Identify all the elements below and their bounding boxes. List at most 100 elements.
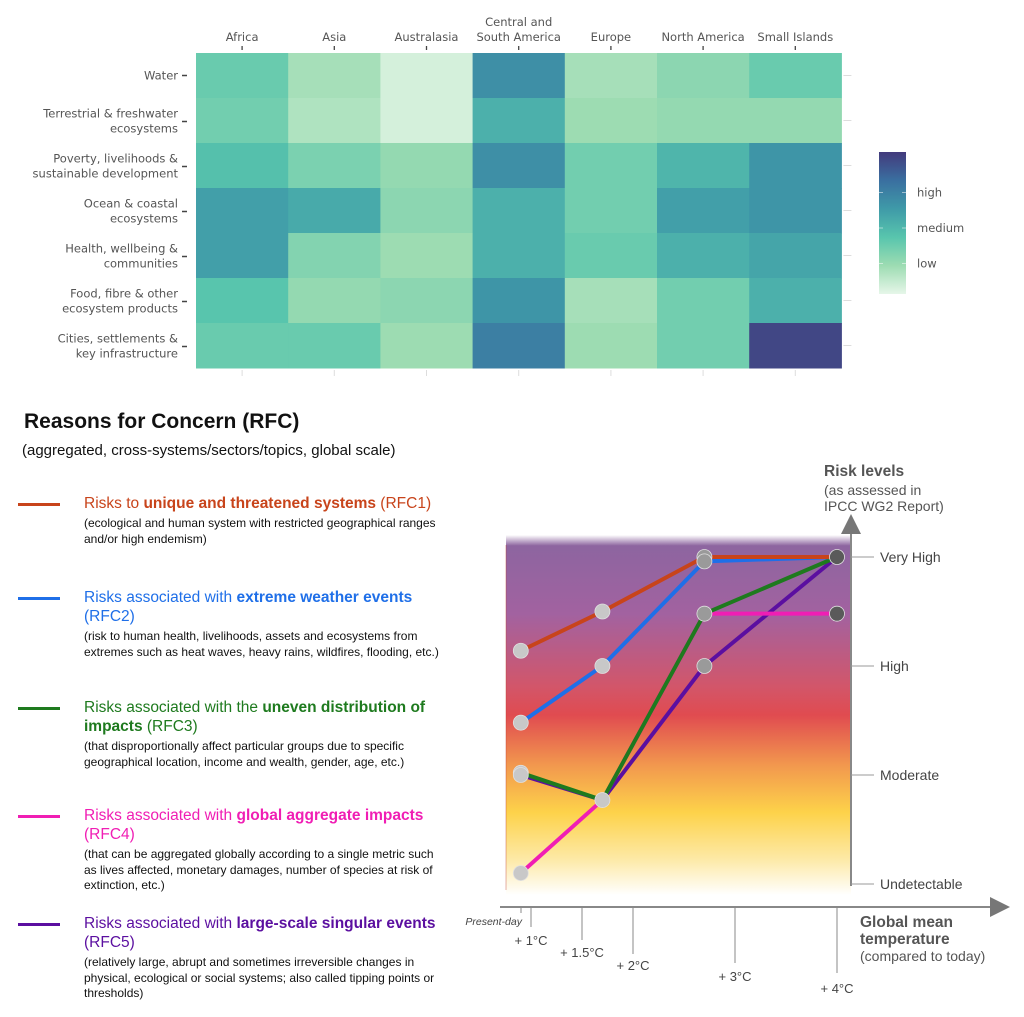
data-point xyxy=(512,865,529,882)
svg-text:ecosystems: ecosystems xyxy=(110,212,178,226)
svg-text:Food, fibre & other: Food, fibre & other xyxy=(70,287,178,301)
y-axis-title: Risk levels xyxy=(824,463,904,480)
x-axis-title: temperature xyxy=(860,931,950,948)
colorbar-label: medium xyxy=(917,221,964,235)
legend-description: (that can be aggregated globally accordi… xyxy=(84,847,434,892)
legend-line-swatch xyxy=(18,503,60,506)
series-line-rfc2 xyxy=(519,555,838,725)
legend-description: (ecological and human system with restri… xyxy=(84,516,436,546)
x-tick-label: + 3°C xyxy=(718,969,751,984)
heatmap-cell xyxy=(380,233,474,279)
legend-heading: Risks associated with the uneven distrib… xyxy=(84,699,426,735)
legend-line-swatch xyxy=(18,923,60,926)
svg-text:Health, wellbeing &: Health, wellbeing & xyxy=(65,242,178,256)
svg-text:Central and: Central and xyxy=(485,15,552,29)
legend-heading: Risks to unique and threatened systems (… xyxy=(84,495,432,512)
data-point xyxy=(696,553,713,570)
heatmap-y-label: Water xyxy=(144,69,187,83)
series-line-rfc3 xyxy=(520,555,838,803)
svg-text:Europe: Europe xyxy=(591,30,631,44)
heatmap-cell xyxy=(564,143,658,189)
heatmap-cell xyxy=(749,188,842,234)
colorbar-label: low xyxy=(917,257,937,271)
y-tick-label: Very High xyxy=(880,549,941,565)
heatmap-cell xyxy=(657,143,750,189)
legend-description: (that disproportionally affect particula… xyxy=(84,739,405,769)
svg-text:key infrastructure: key infrastructure xyxy=(76,347,178,361)
heatmap-cell xyxy=(564,323,658,369)
data-point xyxy=(512,642,529,659)
heatmap-cell xyxy=(380,53,474,99)
data-point xyxy=(594,603,611,620)
rfc-subtitle: (aggregated, cross-systems/sectors/topic… xyxy=(22,442,396,459)
legend-heading: Risks associated with global aggregate i… xyxy=(84,807,424,843)
heatmap-cell xyxy=(380,188,474,234)
heatmap-cell xyxy=(380,143,474,189)
svg-text:sustainable development: sustainable development xyxy=(33,167,179,181)
svg-text:Africa: Africa xyxy=(226,30,259,44)
heatmap-cell xyxy=(380,278,474,324)
heatmap-cell xyxy=(380,98,474,144)
svg-text:Asia: Asia xyxy=(322,30,346,44)
data-point xyxy=(594,792,611,808)
y-tick-label: Moderate xyxy=(880,767,939,783)
rfc-title: Reasons for Concern (RFC) xyxy=(24,410,300,433)
heatmap-cell xyxy=(749,278,842,324)
heatmap-x-label: Africa xyxy=(226,30,259,50)
y-tick-label: High xyxy=(880,658,909,674)
heatmap-cell xyxy=(288,98,381,144)
legend-description: (relatively large, abrupt and sometimes … xyxy=(84,955,435,1000)
heatmap-colorbar: high medium low xyxy=(879,152,964,294)
heatmap-cell xyxy=(657,53,750,99)
heatmap-y-label: Health, wellbeing &communities xyxy=(65,242,187,271)
heatmap-cell xyxy=(564,53,658,99)
heatmap-cell xyxy=(472,98,566,144)
svg-text:ecosystem products: ecosystem products xyxy=(62,302,178,316)
y-axis-note: (as assessed in xyxy=(824,482,921,498)
heatmap-cell xyxy=(657,188,750,234)
svg-text:Poverty, livelihoods &: Poverty, livelihoods & xyxy=(53,152,178,166)
legend-heading: Risks associated with large-scale singul… xyxy=(84,915,436,951)
heatmap-cell xyxy=(472,233,566,279)
rfc-line-chart: Undetectable Moderate High Very High Present… xyxy=(465,463,1010,996)
heatmap-cell xyxy=(288,143,381,189)
heatmap-cell xyxy=(472,143,566,189)
heatmap-x-label: Europe xyxy=(591,30,631,50)
heatmap-cell xyxy=(564,278,658,324)
heatmap-cell xyxy=(749,53,842,99)
heatmap-x-label: Asia xyxy=(322,30,346,50)
legend-line-swatch xyxy=(18,597,60,600)
heatmap-y-label: Poverty, livelihoods &sustainable develo… xyxy=(33,152,187,181)
heatmap-cell xyxy=(196,233,289,279)
series-line-rfc1 xyxy=(519,555,837,653)
heatmap-cell xyxy=(749,233,842,279)
x-tick-label: + 4°C xyxy=(820,981,853,996)
heatmap-cell xyxy=(657,278,750,324)
svg-text:Small Islands: Small Islands xyxy=(757,30,833,44)
heatmap-cell xyxy=(472,278,566,324)
heatmap-cell xyxy=(564,188,658,234)
heatmap-cell xyxy=(749,98,842,144)
data-point xyxy=(512,714,529,731)
heatmap-cell xyxy=(749,143,842,189)
heatmap-x-label: Australasia xyxy=(395,30,458,50)
legend-line-swatch xyxy=(18,815,60,818)
x-tick-label: + 1°C xyxy=(514,933,547,948)
data-point xyxy=(594,658,611,674)
heatmap-y-label: Cities, settlements &key infrastructure xyxy=(58,332,187,361)
data-point xyxy=(829,549,845,565)
heatmap-cell xyxy=(380,323,474,369)
svg-text:Terrestrial & freshwater: Terrestrial & freshwater xyxy=(42,107,178,121)
heatmap-cell xyxy=(564,98,658,144)
legend-description: (risk to human health, livelihoods, asse… xyxy=(84,629,439,659)
y-tick-label: Undetectable xyxy=(880,876,963,892)
x-tick-label: + 1.5°C xyxy=(560,945,604,960)
heatmap-cell xyxy=(657,233,750,279)
svg-text:Water: Water xyxy=(144,69,178,83)
data-point xyxy=(696,605,713,622)
